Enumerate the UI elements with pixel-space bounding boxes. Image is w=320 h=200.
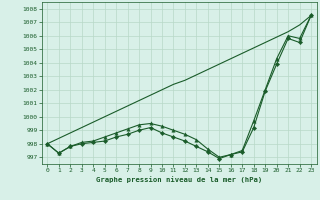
X-axis label: Graphe pression niveau de la mer (hPa): Graphe pression niveau de la mer (hPa) (96, 176, 262, 183)
